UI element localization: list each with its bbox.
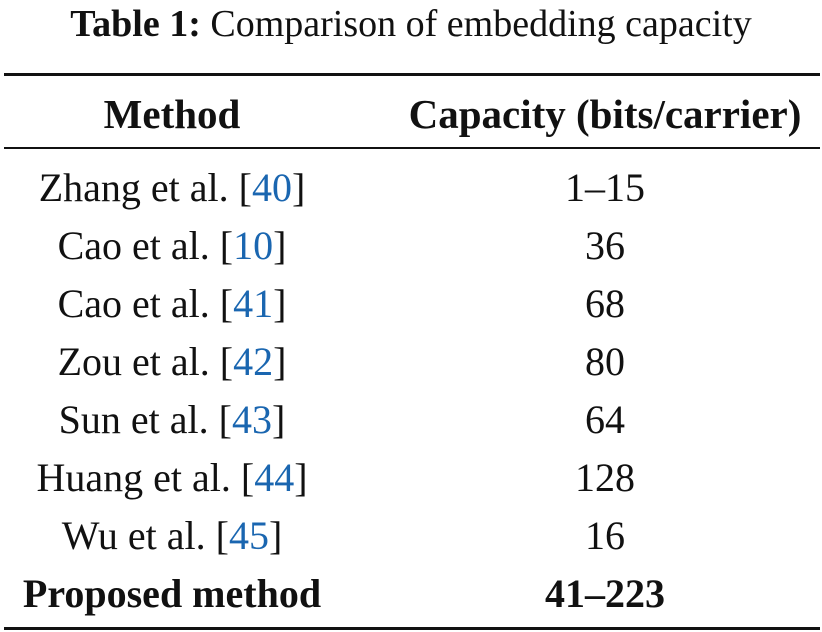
proposed-row: Proposed method 41–223	[0, 565, 822, 623]
capacity-cell: 80	[585, 339, 625, 384]
table-row: Sun et al. [43] 64	[0, 391, 822, 449]
method-name: Zou et al.	[57, 339, 210, 384]
proposed-capacity-cell: 41–223	[545, 571, 665, 616]
method-cell: Cao et al. [41]	[57, 281, 287, 326]
method-cell: Wu et al. [45]	[61, 513, 283, 558]
table-caption: Table 1: Comparison of embedding capacit…	[0, 2, 822, 46]
capacity-cell: 1–15	[565, 165, 645, 210]
reference-link[interactable]: 42	[233, 339, 274, 384]
reference-link[interactable]: 44	[254, 455, 295, 500]
table-row: Zhang et al. [40] 1–15	[0, 159, 822, 217]
method-name: Sun et al.	[58, 397, 209, 442]
method-cell: Sun et al. [43]	[58, 397, 286, 442]
table-row: Huang et al. [44] 128	[0, 449, 822, 507]
header-rule	[4, 147, 820, 149]
reference-link[interactable]: 45	[228, 513, 269, 558]
top-rule	[4, 73, 820, 76]
reference-link[interactable]: 41	[233, 281, 274, 326]
reference-link[interactable]: 10	[233, 223, 274, 268]
table-row: Wu et al. [45] 16	[0, 507, 822, 565]
capacity-cell: 128	[575, 455, 635, 500]
method-name: Cao et al.	[57, 281, 210, 326]
caption-text: Comparison of embedding capacity	[210, 3, 752, 45]
caption-label: Table 1:	[70, 3, 201, 45]
method-cell: Huang et al. [44]	[36, 455, 308, 500]
method-cell: Cao et al. [10]	[57, 223, 287, 268]
table-row: Cao et al. [41] 68	[0, 275, 822, 333]
table-row: Cao et al. [10] 36	[0, 217, 822, 275]
method-name: Huang et al.	[36, 455, 231, 500]
capacity-cell: 36	[585, 223, 625, 268]
capacity-cell: 68	[585, 281, 625, 326]
header-row: Method Capacity (bits/carrier)	[0, 85, 822, 143]
method-name: Zhang et al.	[38, 165, 229, 210]
method-cell: Zou et al. [42]	[57, 339, 287, 384]
capacity-cell: 64	[585, 397, 625, 442]
bottom-rule	[4, 627, 820, 630]
reference-link[interactable]: 40	[251, 165, 292, 210]
proposed-method-cell: Proposed method	[22, 571, 322, 616]
method-name: Cao et al.	[57, 223, 210, 268]
header-capacity: Capacity (bits/carrier)	[408, 91, 802, 137]
method-cell: Zhang et al. [40]	[38, 165, 306, 210]
table-row: Zou et al. [42] 80	[0, 333, 822, 391]
method-name: Wu et al.	[61, 513, 206, 558]
reference-link[interactable]: 43	[231, 397, 272, 442]
capacity-cell: 16	[585, 513, 625, 558]
header-method: Method	[103, 91, 241, 137]
